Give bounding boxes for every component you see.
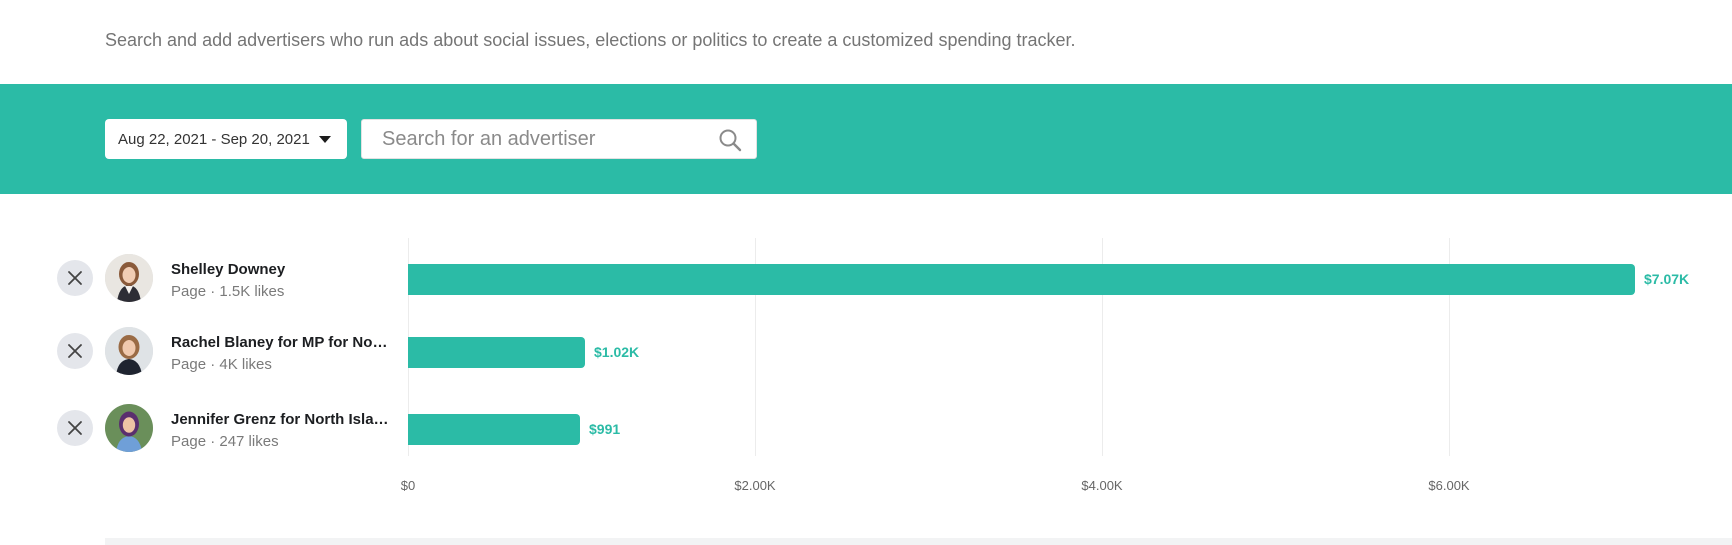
advertiser-name[interactable]: Jennifer Grenz for North Island-Powell R… <box>171 411 391 428</box>
close-icon <box>68 271 82 285</box>
avatar[interactable] <box>105 327 153 375</box>
search-toolbar: Aug 22, 2021 - Sep 20, 2021 <box>0 84 1732 194</box>
caret-down-icon <box>319 136 331 143</box>
spend-bar <box>408 264 1635 295</box>
date-range-label: Aug 22, 2021 - Sep 20, 2021 <box>118 130 310 148</box>
advertiser-row: Jennifer Grenz for North Island-Powell R… <box>0 398 1732 458</box>
grid-line <box>755 238 756 456</box>
spending-chart: Shelley Downey Page · 1.5K likes $7.07K … <box>0 194 1732 545</box>
grid-line <box>1102 238 1103 456</box>
advertiser-search-box <box>361 119 757 159</box>
remove-advertiser-button[interactable] <box>57 333 93 369</box>
spend-value-label: $7.07K <box>1644 271 1690 287</box>
spend-bar <box>408 414 580 445</box>
next-section-edge <box>105 538 1732 545</box>
advertiser-meta: Page · 4K likes <box>171 356 272 373</box>
x-tick-label: $6.00K <box>1428 478 1470 493</box>
grid-line <box>1449 238 1450 456</box>
advertiser-meta: Page · 247 likes <box>171 433 279 450</box>
advertiser-row: Rachel Blaney for MP for North Island-Po… <box>0 321 1732 381</box>
close-icon <box>68 421 82 435</box>
spend-bar <box>408 337 585 368</box>
advertiser-name[interactable]: Shelley Downey <box>171 261 286 278</box>
advertiser-meta: Page · 1.5K likes <box>171 283 285 300</box>
advertiser-name[interactable]: Rachel Blaney for MP for North Island-Po… <box>171 334 391 351</box>
search-icon[interactable] <box>718 128 742 152</box>
spend-value-label: $991 <box>589 421 621 437</box>
x-tick-label: $2.00K <box>734 478 776 493</box>
remove-advertiser-button[interactable] <box>57 260 93 296</box>
avatar[interactable] <box>105 404 153 452</box>
spend-value-label: $1.02K <box>594 344 640 360</box>
date-range-dropdown[interactable]: Aug 22, 2021 - Sep 20, 2021 <box>105 119 347 159</box>
remove-advertiser-button[interactable] <box>57 410 93 446</box>
intro-text: Search and add advertisers who run ads a… <box>105 30 1076 50</box>
x-tick-label: $0 <box>400 478 416 493</box>
advertiser-search-input[interactable] <box>362 120 702 158</box>
avatar[interactable] <box>105 254 153 302</box>
close-icon <box>68 344 82 358</box>
advertiser-row: Shelley Downey Page · 1.5K likes $7.07K <box>0 248 1732 308</box>
x-tick-label: $4.00K <box>1081 478 1123 493</box>
